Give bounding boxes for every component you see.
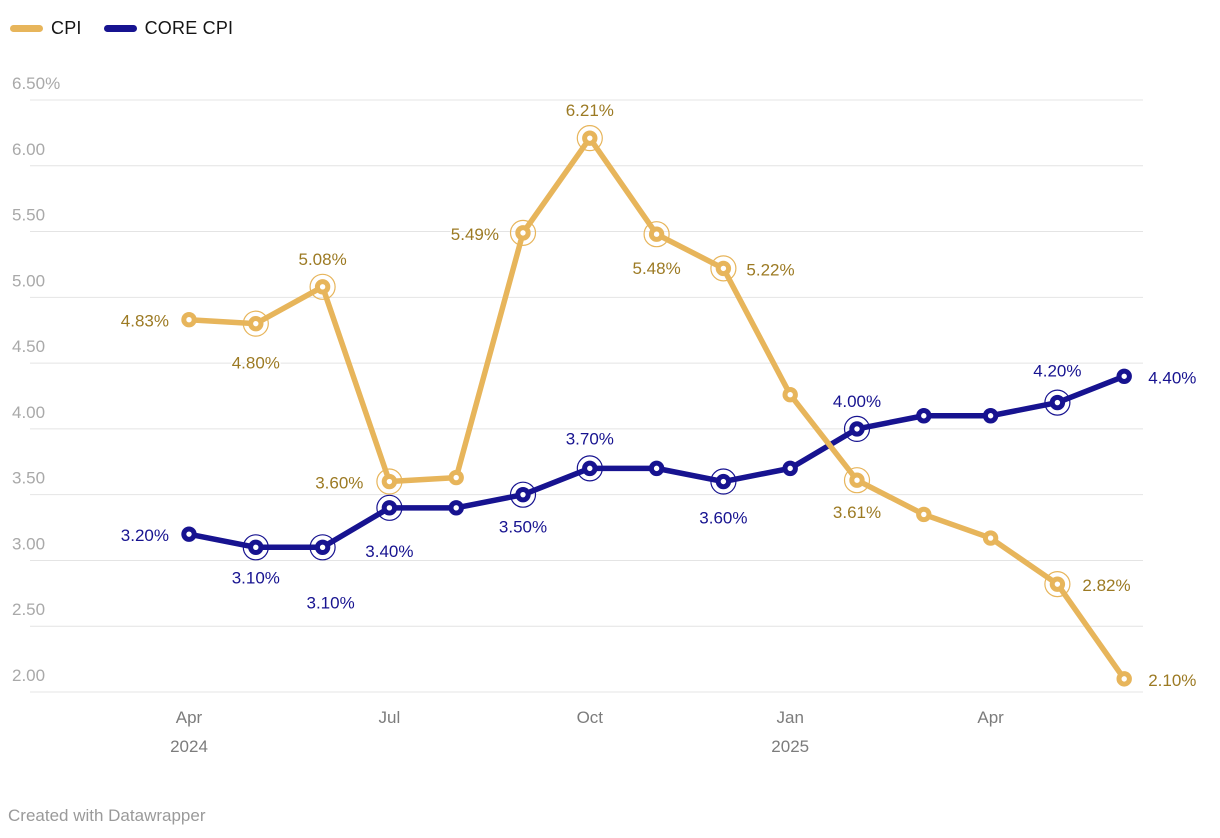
y-axis-tick-label: 5.50: [12, 206, 45, 225]
data-point-core-cpi[interactable]: [582, 460, 598, 477]
data-point-core-cpi[interactable]: [648, 460, 665, 477]
data-point-core-cpi[interactable]: [1116, 368, 1132, 384]
data-point-label: 3.60%: [315, 474, 363, 493]
x-axis-tick-label: Jul: [379, 708, 401, 727]
data-point-ring: [509, 219, 537, 246]
y-axis-tick-label: 5.00: [12, 271, 45, 290]
y-axis-tick-label: 4.50: [12, 337, 45, 356]
data-point-cpi[interactable]: [715, 260, 732, 277]
data-point-label: 5.08%: [298, 250, 346, 269]
data-point-ring: [242, 534, 269, 561]
data-point-core-cpi[interactable]: [181, 526, 197, 542]
legend-label-cpi: CPI: [51, 18, 82, 38]
data-point-label: 4.80%: [232, 354, 280, 373]
legend: CPI CORE CPI: [10, 18, 233, 39]
data-point-ring: [710, 468, 737, 495]
data-point-core-cpi[interactable]: [314, 539, 331, 556]
data-point-label: 3.50%: [499, 518, 547, 537]
data-point-ring: [643, 221, 670, 248]
data-point-cpi[interactable]: [782, 386, 798, 403]
data-point-ring: [376, 468, 403, 495]
data-point-label: 5.49%: [451, 225, 499, 244]
data-point-label: 3.10%: [306, 593, 354, 612]
y-axis-tick-label: 4.00: [12, 403, 45, 422]
datawrapper-credit[interactable]: Created with Datawrapper: [8, 806, 206, 825]
y-axis-tick-label: 2.00: [12, 666, 45, 685]
data-point-label: 4.40%: [1148, 368, 1196, 387]
data-point-label: 3.40%: [365, 542, 413, 561]
data-point-core-cpi[interactable]: [715, 473, 732, 490]
data-point-core-cpi[interactable]: [515, 486, 531, 503]
data-point-cpi[interactable]: [582, 130, 598, 146]
x-axis-tick-label: Jan: [776, 708, 803, 727]
y-axis-tick-label: 6.50%: [12, 74, 60, 93]
x-axis-tick-year-label: 2025: [771, 737, 809, 756]
data-point-label: 5.22%: [746, 260, 794, 279]
data-point-label: 4.83%: [121, 312, 169, 331]
data-point-label: 4.20%: [1033, 362, 1081, 381]
data-point-ring: [576, 125, 603, 152]
data-point-core-cpi[interactable]: [381, 500, 398, 516]
data-point-core-cpi[interactable]: [248, 539, 264, 556]
x-axis-tick-label: Apr: [977, 708, 1004, 727]
data-point-core-cpi[interactable]: [982, 408, 999, 424]
x-axis-tick-year-label: 2024: [170, 737, 208, 756]
data-point-cpi[interactable]: [916, 506, 932, 523]
data-point-core-cpi[interactable]: [916, 408, 932, 424]
data-point-cpi[interactable]: [314, 279, 331, 295]
y-axis-tick-label: 2.50: [12, 600, 45, 619]
data-point-cpi[interactable]: [1116, 671, 1132, 687]
data-point-cpi[interactable]: [381, 473, 398, 490]
data-point-label: 3.20%: [121, 526, 169, 545]
data-point-ring: [242, 310, 269, 337]
data-point-ring: [1044, 389, 1071, 416]
data-point-cpi[interactable]: [248, 315, 264, 332]
data-point-label: 3.60%: [699, 509, 747, 528]
data-point-ring: [1044, 571, 1071, 598]
data-point-core-cpi[interactable]: [849, 421, 865, 437]
data-point-label: 2.82%: [1082, 576, 1130, 595]
data-point-cpi[interactable]: [648, 226, 665, 242]
data-point-label: 4.00%: [833, 392, 881, 411]
legend-label-core-cpi: CORE CPI: [144, 18, 234, 38]
data-point-label: 5.48%: [632, 259, 680, 278]
data-point-cpi[interactable]: [181, 312, 197, 328]
data-point-core-cpi[interactable]: [1049, 394, 1066, 411]
x-axis-tick-label: Apr: [176, 708, 203, 727]
data-point-ring: [576, 455, 603, 482]
data-point-cpi[interactable]: [849, 472, 865, 488]
cpi-line-swatch-icon: [10, 25, 43, 32]
core-cpi-line-swatch-icon: [103, 25, 137, 32]
data-point-label: 3.70%: [566, 429, 614, 448]
data-point-ring: [710, 255, 737, 282]
data-point-label: 3.10%: [232, 568, 280, 587]
x-axis-tick-label: Oct: [577, 708, 604, 727]
data-point-label: 3.61%: [833, 503, 881, 522]
y-axis-tick-label: 6.00: [12, 140, 45, 159]
data-point-ring: [376, 494, 403, 521]
line-chart: 6.50% 6.00 5.50 5.00 4.50 4.00 3.50 3.00 2.50 2.0…: [12, 74, 1198, 756]
y-axis-tick-label: 3.50: [12, 469, 45, 488]
data-point-label: 6.21%: [566, 101, 614, 120]
data-point-cpi[interactable]: [515, 225, 531, 241]
data-point-core-cpi[interactable]: [782, 460, 798, 477]
data-point-core-cpi[interactable]: [448, 500, 464, 516]
data-point-cpi[interactable]: [1049, 576, 1066, 592]
y-axis-tick-label: 3.00: [12, 534, 45, 553]
data-point-ring: [309, 534, 336, 561]
legend-item-cpi: CPI: [10, 18, 82, 39]
data-point-cpi[interactable]: [982, 530, 999, 546]
data-point-label: 2.10%: [1148, 671, 1196, 690]
data-point-ring: [843, 467, 871, 494]
legend-item-core-cpi: CORE CPI: [103, 18, 234, 39]
data-point-ring: [309, 273, 336, 300]
data-point-ring: [843, 415, 871, 442]
data-point-ring: [509, 481, 537, 508]
data-point-cpi[interactable]: [448, 469, 464, 486]
